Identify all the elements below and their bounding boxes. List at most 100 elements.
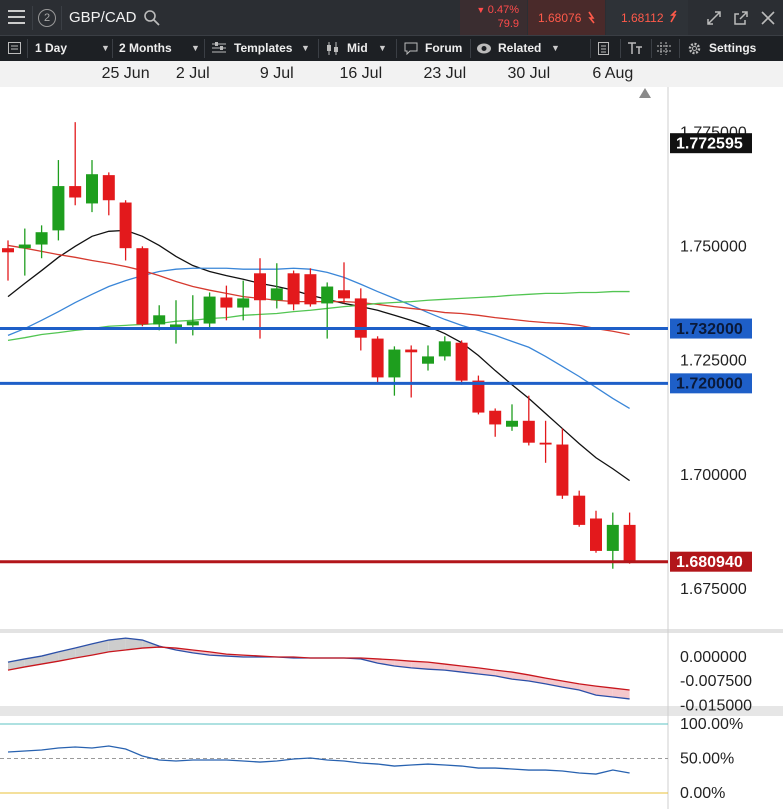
expand-icon[interactable]	[706, 10, 722, 26]
related[interactable]: Related	[498, 41, 542, 55]
macd-fill	[92, 640, 109, 656]
y-tick-label: 50.00%	[680, 751, 734, 768]
buy-button[interactable]: 1.68112	[606, 0, 688, 35]
y-tick-label: 0.000000	[680, 649, 747, 666]
candle-body	[405, 349, 418, 353]
macd-fill	[125, 638, 143, 650]
popout-icon[interactable]	[733, 10, 749, 26]
list-icon[interactable]	[8, 42, 22, 55]
range[interactable]: 2 Months	[119, 41, 172, 55]
macd-fill	[579, 683, 596, 696]
candle-body	[102, 175, 115, 201]
candle-body	[287, 273, 300, 305]
candle-body	[338, 290, 350, 299]
y-tick-label: 100.00%	[680, 716, 743, 733]
account-badge[interactable]: 2	[38, 9, 56, 27]
y-tick-label: -0.007500	[680, 673, 752, 690]
x-tick-label: 23 Jul	[423, 65, 466, 82]
candle-body	[539, 442, 552, 445]
candle-body	[506, 420, 518, 427]
level-label-bg	[670, 551, 752, 572]
top-toolbar: 2 GBP/CAD ▼ 0.47% 79.9 1.68076 1.68112	[0, 0, 783, 35]
price-type-icon	[327, 42, 338, 55]
candle-body	[170, 324, 182, 328]
x-tick-label: 6 Aug	[592, 65, 633, 82]
macd-fill	[495, 670, 512, 680]
x-tick-label: 9 Jul	[260, 65, 294, 82]
level-label-bg	[670, 133, 752, 154]
scroll-marker[interactable]	[639, 88, 651, 98]
notes-icon	[598, 42, 609, 55]
date-axis-bg	[0, 61, 783, 87]
candle-body	[2, 248, 14, 253]
candle-body	[371, 338, 384, 378]
candle-body	[489, 410, 502, 425]
menu-icon[interactable]	[8, 10, 26, 24]
panel-separator	[0, 706, 783, 716]
candle-body	[590, 518, 602, 551]
forum[interactable]: Forum	[425, 41, 463, 55]
templates-icon	[212, 42, 226, 53]
macd-fill	[41, 651, 59, 665]
macd-fill	[377, 658, 395, 666]
macd-fill	[612, 688, 630, 699]
candle-body	[354, 298, 367, 338]
level-label: 1.720000	[676, 376, 743, 393]
candle-body	[237, 298, 250, 308]
candle-body	[18, 244, 31, 249]
plot-bg	[0, 87, 783, 809]
candle-body	[573, 495, 586, 525]
y-tick-label: 1.750000	[680, 239, 747, 256]
macd-fill	[596, 686, 613, 698]
templates[interactable]: Templates	[234, 41, 293, 55]
line	[7, 646, 630, 691]
level-label: 1.772595	[676, 135, 743, 152]
line	[7, 745, 630, 775]
close-icon[interactable]	[760, 10, 776, 26]
change-percent: 0.47%	[487, 4, 519, 16]
candle-body	[321, 286, 334, 304]
line	[7, 244, 630, 336]
settings[interactable]: Settings	[709, 41, 757, 55]
sell-price: 1.68076	[538, 11, 582, 25]
change-points: 79.9	[497, 18, 519, 30]
candle-body	[606, 524, 619, 551]
change-box: ▼ 0.47% 79.9	[460, 0, 527, 35]
candle-body	[556, 444, 569, 496]
candle-body	[136, 248, 149, 325]
buy-price: 1.68112	[621, 11, 664, 25]
candle-body	[35, 232, 48, 245]
candle-body	[304, 274, 317, 305]
forum-icon	[404, 42, 418, 55]
interval[interactable]: 1 Day	[35, 41, 68, 55]
y-tick-label: 1.725000	[680, 353, 747, 370]
candle-body	[522, 420, 535, 443]
y-tick-label: 1.700000	[680, 467, 747, 484]
y-tick-label: 0.00%	[680, 785, 725, 802]
search-icon[interactable]	[144, 10, 160, 26]
y-tick-label: 1.675000	[680, 581, 747, 598]
grid-icon	[657, 42, 671, 55]
candle-body	[422, 356, 434, 364]
sell-button[interactable]: 1.68076	[528, 0, 605, 35]
level-label-bg	[670, 318, 752, 339]
level-label-bg	[670, 373, 752, 394]
candle-body	[438, 341, 451, 357]
text-size-icon	[628, 42, 642, 54]
price-type[interactable]: Mid	[347, 41, 368, 55]
chart-toolbar: 1 Day ▼ 2 Months ▼ Templates ▼ Mid ▼ For…	[0, 35, 783, 61]
macd-fill	[411, 661, 428, 670]
macd-fill	[108, 638, 126, 652]
y-tick-label: -0.015000	[680, 697, 752, 714]
x-tick-label: 30 Jul	[507, 65, 550, 82]
candle-body	[220, 297, 233, 308]
candle-body	[86, 174, 98, 204]
line	[7, 267, 630, 410]
x-tick-label: 16 Jul	[339, 65, 382, 82]
candle-body	[388, 349, 401, 378]
line	[7, 229, 630, 482]
level-label: 1.680940	[676, 554, 743, 571]
symbol[interactable]: GBP/CAD	[69, 9, 137, 26]
